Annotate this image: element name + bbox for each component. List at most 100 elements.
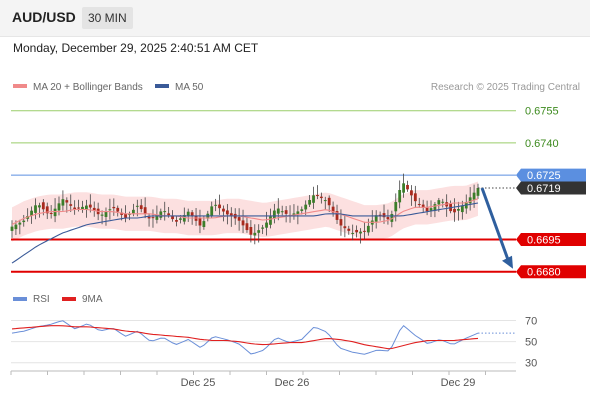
candle-body [10,226,14,231]
candle-body [112,206,116,209]
candle-body [22,220,26,223]
timeframe-button[interactable]: 30 MIN [82,7,133,29]
candle-body [155,214,159,220]
candle-body [143,207,147,214]
candle-body [104,211,108,217]
candle-body [245,223,249,231]
candle-body [476,188,480,196]
candle-body [241,220,245,226]
legend-swatch-ma50 [155,84,169,88]
candle-body [18,222,22,225]
pair-title: AUD/USD [12,9,76,25]
chart-header: AUD/USD 30 MIN [0,0,590,37]
level-tag-bg [516,265,586,279]
candle-body [441,201,445,203]
candle-body [116,207,120,212]
candle-body [167,213,171,216]
candle-body [171,216,174,220]
candle-body [339,219,343,226]
candle-body [421,204,425,208]
candle-body [202,221,206,227]
rsi-9ma-line [11,325,479,350]
candle-body [312,195,315,203]
legend-swatch-ma20 [13,84,27,88]
candle-body [41,202,45,210]
candle-body [300,209,304,211]
price-legend: MA 20 + Bollinger Bands MA 50 Research ©… [13,82,580,93]
candle-body [81,206,84,211]
candle-body [304,204,308,210]
candle-body [124,213,127,218]
candle-body [413,193,417,202]
candle-body [14,224,18,230]
candle-body [163,211,167,213]
candle-body [437,200,441,205]
candle-body [323,200,327,202]
candle-body [363,230,366,232]
level-tag-0.6680: 0.6680 [516,265,586,279]
candle-body [382,213,386,218]
candle-body [468,197,472,204]
candle-body [390,214,394,222]
time-label-Dec-26: Dec 26 [275,377,310,389]
candle-body [53,208,57,217]
level-tag-0.6719: 0.6719 [516,181,586,195]
candle-body [88,204,92,208]
candle-body [253,232,257,236]
candle-body [284,210,288,214]
candle-body [139,205,143,210]
candle-body [178,218,182,220]
candle-body [378,214,382,216]
candle-body [276,208,280,214]
candle-body [402,183,405,193]
candle-body [280,211,284,213]
candle-body [77,207,80,209]
candle-body [417,204,421,206]
legend-rsi-label: RSI [33,294,50,305]
candle-body [198,218,202,226]
candle-body [214,204,218,206]
candle-body [186,211,190,216]
credit-label: Research © 2025 Trading Central [431,82,580,93]
level-tag-bg [516,233,586,247]
candle-body [69,204,73,206]
candle-body [108,209,112,211]
candle-body [249,226,253,235]
candle-body [366,225,370,233]
level-label-0.6755: 0.6755 [525,106,559,118]
projection-arrowhead [502,255,513,269]
datetime-label: Monday, December 29, 2025 2:40:51 AM CET [13,41,259,55]
legend-ma20-label: MA 20 + Bollinger Bands [33,82,143,93]
time-label-Dec-25: Dec 25 [181,377,216,389]
candle-body [210,206,214,216]
candle-body [159,211,163,218]
candle-body [453,208,456,213]
candle-body [190,212,194,217]
candle-body [49,212,53,215]
candle-body [45,206,49,214]
candle-body [265,222,268,228]
candle-body [73,207,77,210]
level-tag-0.6725: 0.6725 [516,168,586,182]
candle-body [319,196,323,199]
candle-body [151,217,155,219]
rsi-legend: RSI 9MA [13,294,103,305]
time-label-Dec-29: Dec 29 [441,377,476,389]
candle-body [394,202,398,212]
candle-body [131,209,135,214]
level-tag-bg [516,168,586,182]
candle-body [374,215,378,222]
candle-body [120,212,124,215]
candle-body [269,216,272,225]
candle-body [433,204,437,211]
candle-body [331,206,335,213]
time-axis: Dec 25 Dec 26 Dec 29 [10,370,516,389]
candle-body [429,208,433,211]
candle-body [147,216,151,219]
candle-body [257,230,261,233]
level-tag-text: 0.6695 [527,235,561,247]
candle-body [30,210,33,217]
candle-body [457,208,460,211]
candle-body [38,205,41,208]
